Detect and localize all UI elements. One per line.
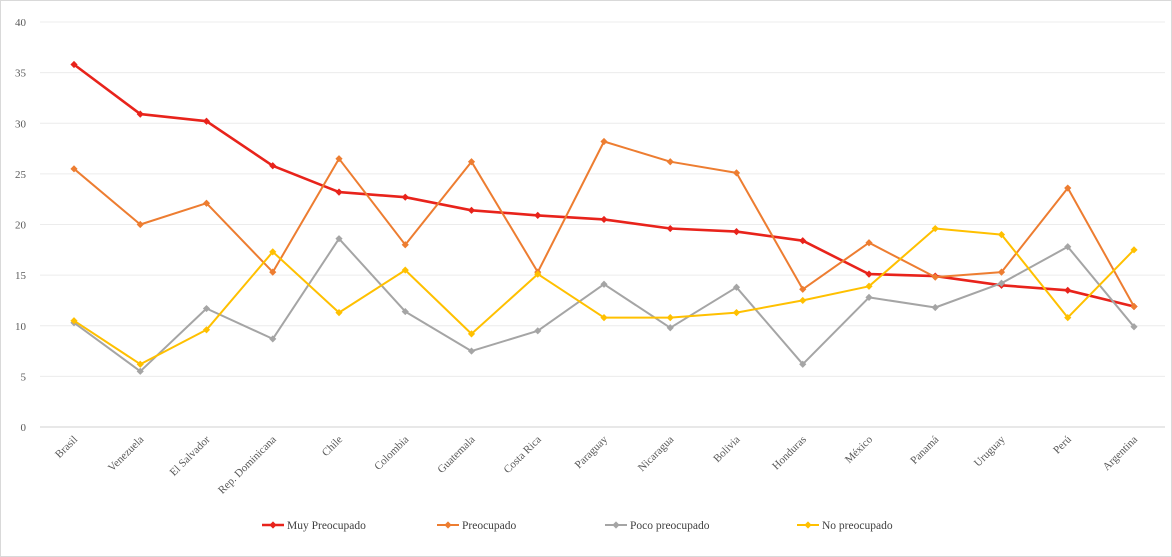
legend-label: Preocupado	[462, 520, 517, 532]
data-point	[666, 314, 674, 322]
data-point	[1064, 286, 1072, 294]
data-point	[666, 324, 674, 332]
data-point	[732, 169, 741, 177]
data-point	[534, 327, 542, 335]
data-point	[799, 237, 807, 245]
data-point	[931, 224, 939, 233]
legend-label: Muy Preocupado	[287, 520, 366, 532]
legend-marker	[804, 521, 812, 529]
data-point	[401, 307, 409, 316]
data-point	[70, 60, 78, 69]
data-point	[1064, 314, 1072, 322]
data-point	[997, 268, 1006, 276]
data-point	[335, 188, 343, 196]
legend-item: Poco preocupado	[605, 520, 710, 532]
data-point	[1130, 246, 1138, 254]
data-point	[799, 360, 807, 368]
legend-item: No preocupado	[797, 520, 893, 532]
data-point	[931, 273, 939, 281]
data-point	[600, 280, 608, 288]
data-point	[202, 199, 211, 207]
data-point	[401, 193, 409, 201]
series-preocupado	[70, 137, 1138, 311]
y-tick-label: 35	[15, 68, 27, 80]
y-tick-label: 40	[15, 17, 27, 29]
data-point	[865, 293, 873, 301]
y-tick-label: 5	[21, 371, 27, 383]
data-point	[136, 367, 144, 375]
data-point	[467, 158, 476, 166]
data-point	[269, 248, 277, 256]
data-point	[997, 279, 1006, 287]
data-point	[799, 285, 807, 293]
data-point	[202, 117, 211, 125]
y-axis-ticks: 0 5 10 15 20 25 30 35 40	[15, 17, 27, 434]
data-point	[401, 241, 409, 249]
series-layer	[70, 60, 1138, 375]
data-point	[467, 206, 476, 214]
data-point	[865, 270, 873, 278]
data-point	[202, 304, 211, 313]
data-point	[136, 110, 144, 118]
series-poco-preocupado	[70, 235, 1138, 375]
data-point	[666, 158, 674, 166]
legend: Muy Preocupado Preocupado Poco preocupado N…	[262, 520, 893, 532]
data-point	[467, 330, 476, 338]
y-tick-label: 25	[15, 169, 27, 181]
series-no-preocupado	[70, 224, 1138, 368]
data-point	[1064, 184, 1072, 192]
data-point	[269, 335, 277, 343]
data-point	[70, 165, 78, 173]
data-point	[600, 137, 608, 146]
legend-marker	[612, 521, 620, 529]
data-point	[865, 239, 873, 247]
data-point	[732, 283, 741, 291]
gridlines	[40, 21, 1165, 428]
data-point	[997, 231, 1006, 239]
legend-label: No preocupado	[822, 520, 893, 532]
data-point	[269, 268, 277, 276]
y-tick-label: 30	[15, 118, 27, 130]
data-point	[202, 326, 211, 334]
y-tick-label: 20	[15, 220, 27, 232]
data-point	[931, 303, 939, 312]
data-point	[136, 220, 144, 229]
data-point	[1130, 323, 1138, 331]
data-point	[401, 266, 409, 274]
data-point	[799, 296, 807, 305]
legend-item: Muy Preocupado	[262, 520, 366, 532]
data-point	[600, 314, 608, 322]
y-tick-label: 0	[21, 422, 27, 434]
data-point	[136, 360, 144, 368]
y-tick-label: 10	[15, 321, 27, 333]
data-point	[732, 308, 741, 317]
data-point	[732, 227, 741, 236]
data-point	[600, 215, 608, 224]
data-point	[269, 162, 277, 170]
legend-marker	[444, 521, 452, 529]
data-point	[534, 211, 542, 219]
data-point	[335, 155, 343, 163]
data-point	[467, 347, 476, 355]
data-point	[1130, 302, 1138, 311]
y-tick-label: 15	[15, 270, 27, 282]
data-point	[70, 317, 78, 325]
legend-marker	[269, 521, 277, 529]
data-point	[865, 282, 873, 290]
data-point	[666, 224, 674, 233]
legend-label: Poco preocupado	[630, 520, 710, 532]
data-point	[534, 270, 542, 278]
legend-item: Preocupado	[437, 520, 517, 532]
data-point	[335, 235, 343, 243]
data-point	[335, 308, 343, 317]
data-point	[1064, 243, 1072, 251]
